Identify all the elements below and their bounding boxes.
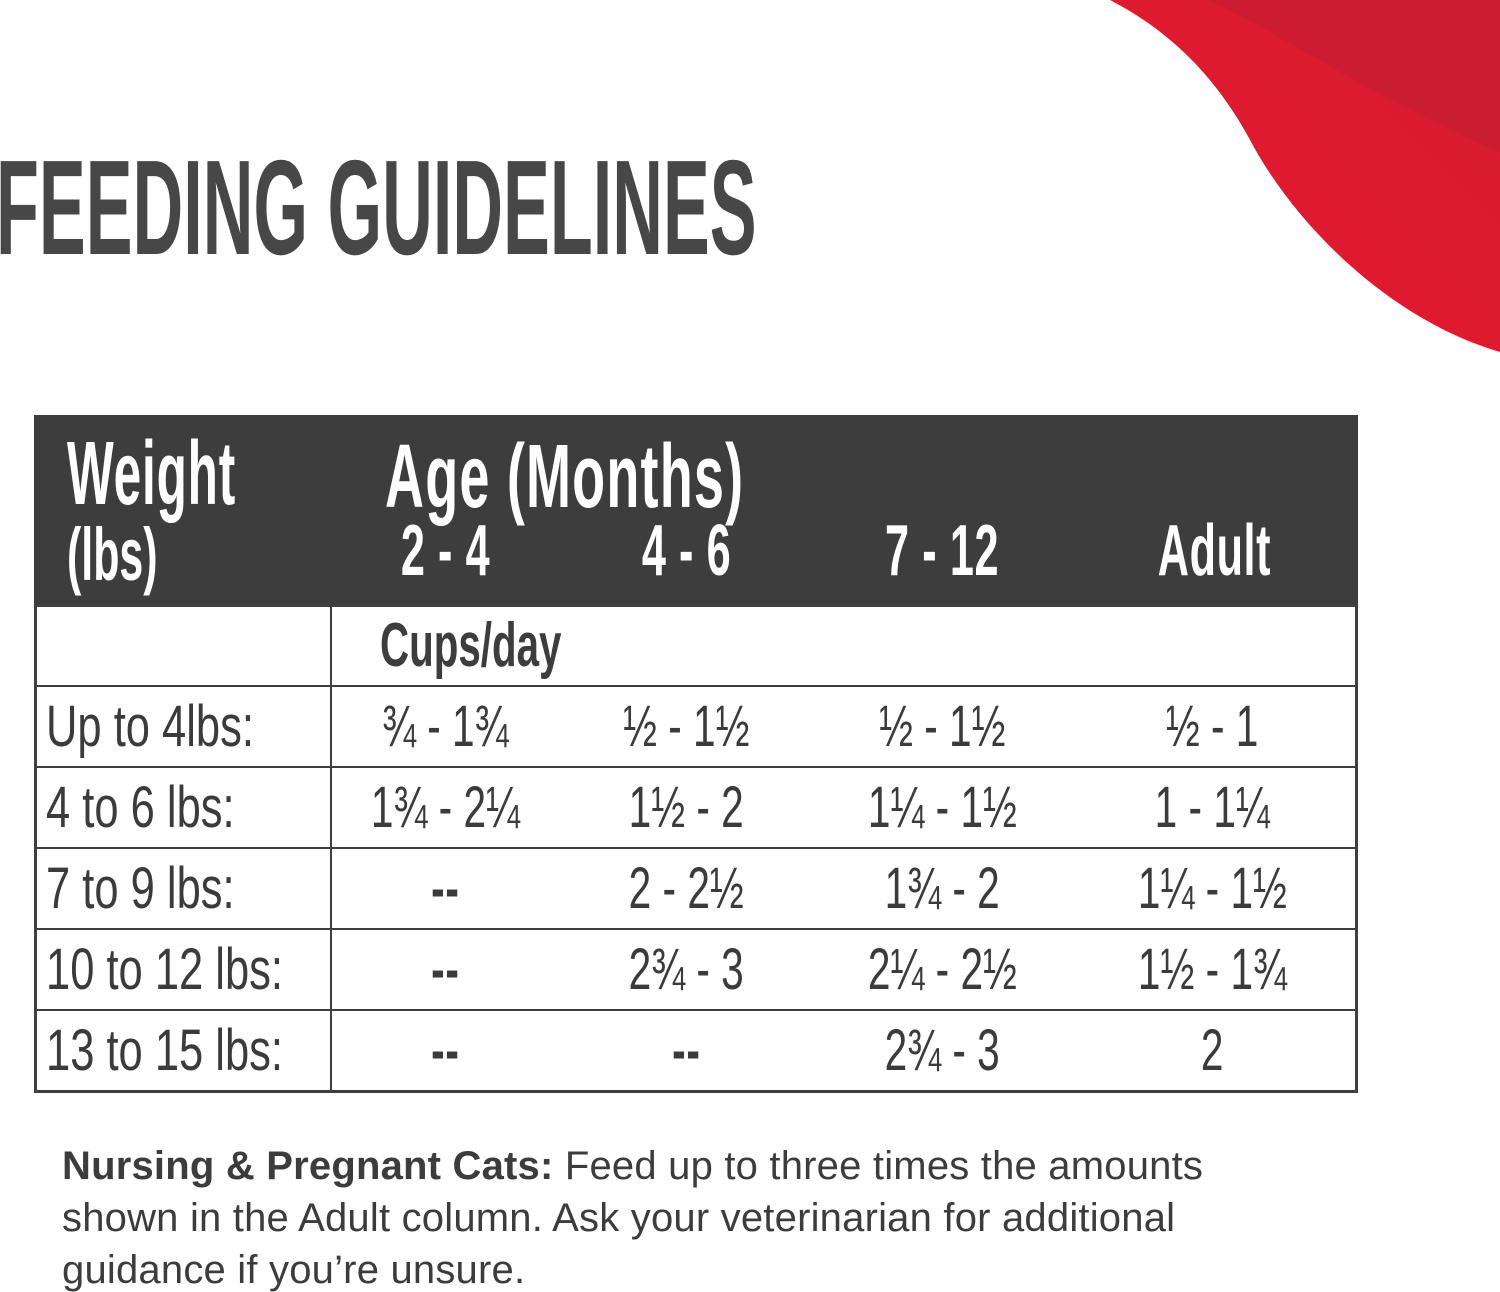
weight-cell: 7 to 9 lbs: [37, 849, 332, 928]
subcolumn-spacer [34, 515, 332, 587]
value-text: -- [431, 936, 460, 1002]
page-title: FEEDING GUIDELINES [0, 140, 1459, 275]
value-cell: -- [559, 1011, 814, 1090]
value-cell: ½ - 1 [1071, 687, 1353, 766]
value-text: ½ - 1 [1165, 693, 1259, 759]
value-cell: 1¾ - 2¼ [332, 768, 559, 847]
value-text: 1¼ - 1½ [1137, 855, 1287, 921]
weight-label: Up to 4lbs: [46, 693, 254, 759]
weight-header-text: Weight [67, 424, 237, 524]
value-text: 2¼ - 2½ [868, 936, 1017, 1002]
value-cell: ¾ - 1¾ [332, 687, 559, 766]
value-text: ½ - 1½ [623, 693, 750, 759]
value-text: 2¾ - 3 [884, 1017, 1001, 1083]
cups-per-day-label: Cups/day [380, 611, 562, 680]
value-cell: 1½ - 1¾ [1071, 930, 1353, 1009]
weight-unit-label: (lbs) [67, 512, 223, 597]
footer-line-3: guidance if you’re unsure. [62, 1248, 526, 1292]
value-text: 2 [1200, 1017, 1224, 1083]
value-text: 1½ - 2 [628, 774, 745, 840]
value-cell: -- [332, 849, 559, 928]
value-cell: -- [332, 1011, 559, 1090]
age-column-label: 4 - 6 [641, 511, 732, 591]
weight-label: 7 to 9 lbs: [46, 855, 235, 921]
value-cell: -- [332, 930, 559, 1009]
value-cell: ½ - 1½ [559, 687, 814, 766]
age-column-label: Adult [1157, 511, 1272, 591]
value-text: 1 - 1¼ [1154, 774, 1270, 840]
footer-note: Nursing & Pregnant Cats: Feed up to thre… [62, 1140, 1392, 1292]
age-subcolumns: 2 - 4 4 - 6 7 - 12 Adult [34, 515, 1358, 587]
value-cell: 2¼ - 2½ [814, 930, 1071, 1009]
value-text: 1¾ - 2 [884, 855, 1001, 921]
age-column-4-6: 4 - 6 [559, 515, 814, 587]
table-body: Cups/day Up to 4lbs: ¾ - 1¾ ½ - 1½ ½ - 1… [34, 605, 1358, 1093]
value-cell: ½ - 1½ [814, 687, 1071, 766]
value-text: 1¾ - 2¼ [371, 774, 520, 840]
footer-line-1: Nursing & Pregnant Cats: Feed up to thre… [62, 1140, 1392, 1192]
footer-line-2: shown in the Adult column. Ask your vete… [62, 1196, 1176, 1240]
value-text: 2 - 2½ [628, 855, 745, 921]
weight-cell: 13 to 15 lbs: [37, 1011, 332, 1090]
weight-cell: 10 to 12 lbs: [37, 930, 332, 1009]
value-text: ¾ - 1¾ [382, 693, 509, 759]
table-row: 7 to 9 lbs: -- 2 - 2½ 1¾ - 2 1¼ - 1½ [37, 849, 1355, 930]
weight-unit-text: (lbs) [67, 513, 158, 596]
value-cell: 1¾ - 2 [814, 849, 1071, 928]
age-column-label: 2 - 4 [400, 511, 491, 591]
value-cell: 2 - 2½ [559, 849, 814, 928]
weight-cell: Up to 4lbs: [37, 687, 332, 766]
table-header: Weight (lbs) Age (Months) 2 - 4 4 - 6 7 … [34, 415, 1358, 605]
weight-column-header: Weight [67, 423, 374, 526]
value-text: 1¼ - 1½ [868, 774, 1017, 840]
age-months-header: Age (Months) [385, 426, 984, 529]
value-text: -- [672, 1017, 701, 1083]
table-row: 4 to 6 lbs: 1¾ - 2¼ 1½ - 2 1¼ - 1½ 1 - 1… [37, 768, 1355, 849]
footer-bold-label: Nursing & Pregnant Cats: [62, 1144, 554, 1188]
units-row: Cups/day [37, 607, 1355, 687]
units-row-spacer [37, 607, 332, 685]
value-cell: 2¾ - 3 [559, 930, 814, 1009]
value-cell: 1 - 1¼ [1071, 768, 1353, 847]
weight-label: 4 to 6 lbs: [46, 774, 235, 840]
page-title-text: FEEDING GUIDELINES [0, 132, 757, 283]
age-header-text: Age (Months) [385, 427, 745, 527]
footer-line-1-rest: Feed up to three times the amounts [553, 1144, 1204, 1188]
value-cell: 2 [1071, 1011, 1353, 1090]
weight-label: 10 to 12 lbs: [46, 936, 283, 1002]
value-text: ½ - 1½ [879, 693, 1006, 759]
red-swoosh-decoration [1110, 0, 1500, 352]
value-cell: 1¼ - 1½ [1071, 849, 1353, 928]
weight-label: 13 to 15 lbs: [46, 1017, 283, 1083]
value-text: 2¾ - 3 [628, 936, 745, 1002]
value-text: 1½ - 1¾ [1137, 936, 1287, 1002]
age-column-label: 7 - 12 [885, 511, 1000, 591]
units-cell: Cups/day [332, 607, 1353, 685]
weight-cell: 4 to 6 lbs: [37, 768, 332, 847]
age-column-2-4: 2 - 4 [332, 515, 559, 587]
value-cell: 1¼ - 1½ [814, 768, 1071, 847]
value-cell: 2¾ - 3 [814, 1011, 1071, 1090]
table-row: Up to 4lbs: ¾ - 1¾ ½ - 1½ ½ - 1½ ½ - 1 [37, 687, 1355, 768]
age-column-7-12: 7 - 12 [814, 515, 1071, 587]
value-text: -- [431, 855, 460, 921]
feeding-table: Weight (lbs) Age (Months) 2 - 4 4 - 6 7 … [34, 415, 1358, 1093]
age-column-adult: Adult [1071, 515, 1358, 587]
table-row: 13 to 15 lbs: -- -- 2¾ - 3 2 [37, 1011, 1355, 1090]
value-cell: 1½ - 2 [559, 768, 814, 847]
table-row: 10 to 12 lbs: -- 2¾ - 3 2¼ - 2½ 1½ - 1¾ [37, 930, 1355, 1011]
value-text: -- [431, 1017, 460, 1083]
